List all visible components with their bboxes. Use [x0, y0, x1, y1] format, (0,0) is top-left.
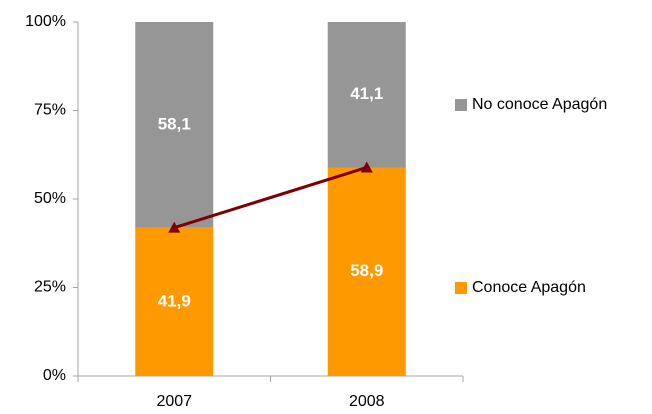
legend-swatch — [455, 282, 467, 294]
data-label: 41,1 — [350, 84, 383, 103]
y-tick-label: 25% — [34, 279, 66, 296]
x-tick-label: 2007 — [156, 393, 192, 410]
legend-label: Conoce Apagón — [472, 279, 586, 296]
y-tick-label: 50% — [34, 190, 66, 207]
legend-swatch — [455, 99, 467, 111]
trend-line — [173, 166, 368, 230]
x-tick-label: 2008 — [349, 393, 385, 410]
y-tick-label: 75% — [34, 102, 66, 119]
data-label: 41,9 — [158, 291, 191, 310]
line-marker — [168, 221, 181, 233]
bar-segment — [327, 22, 406, 168]
bar-segment — [327, 167, 406, 376]
bar-segment — [135, 227, 214, 376]
y-tick-label: 0% — [43, 367, 66, 384]
data-label: 58,1 — [158, 114, 191, 133]
line-marker — [360, 161, 373, 173]
y-tick-label: 100% — [25, 13, 66, 30]
legend-label: No conoce Apagón — [472, 96, 607, 113]
bar-segment — [135, 22, 214, 228]
data-label: 58,9 — [350, 261, 383, 280]
